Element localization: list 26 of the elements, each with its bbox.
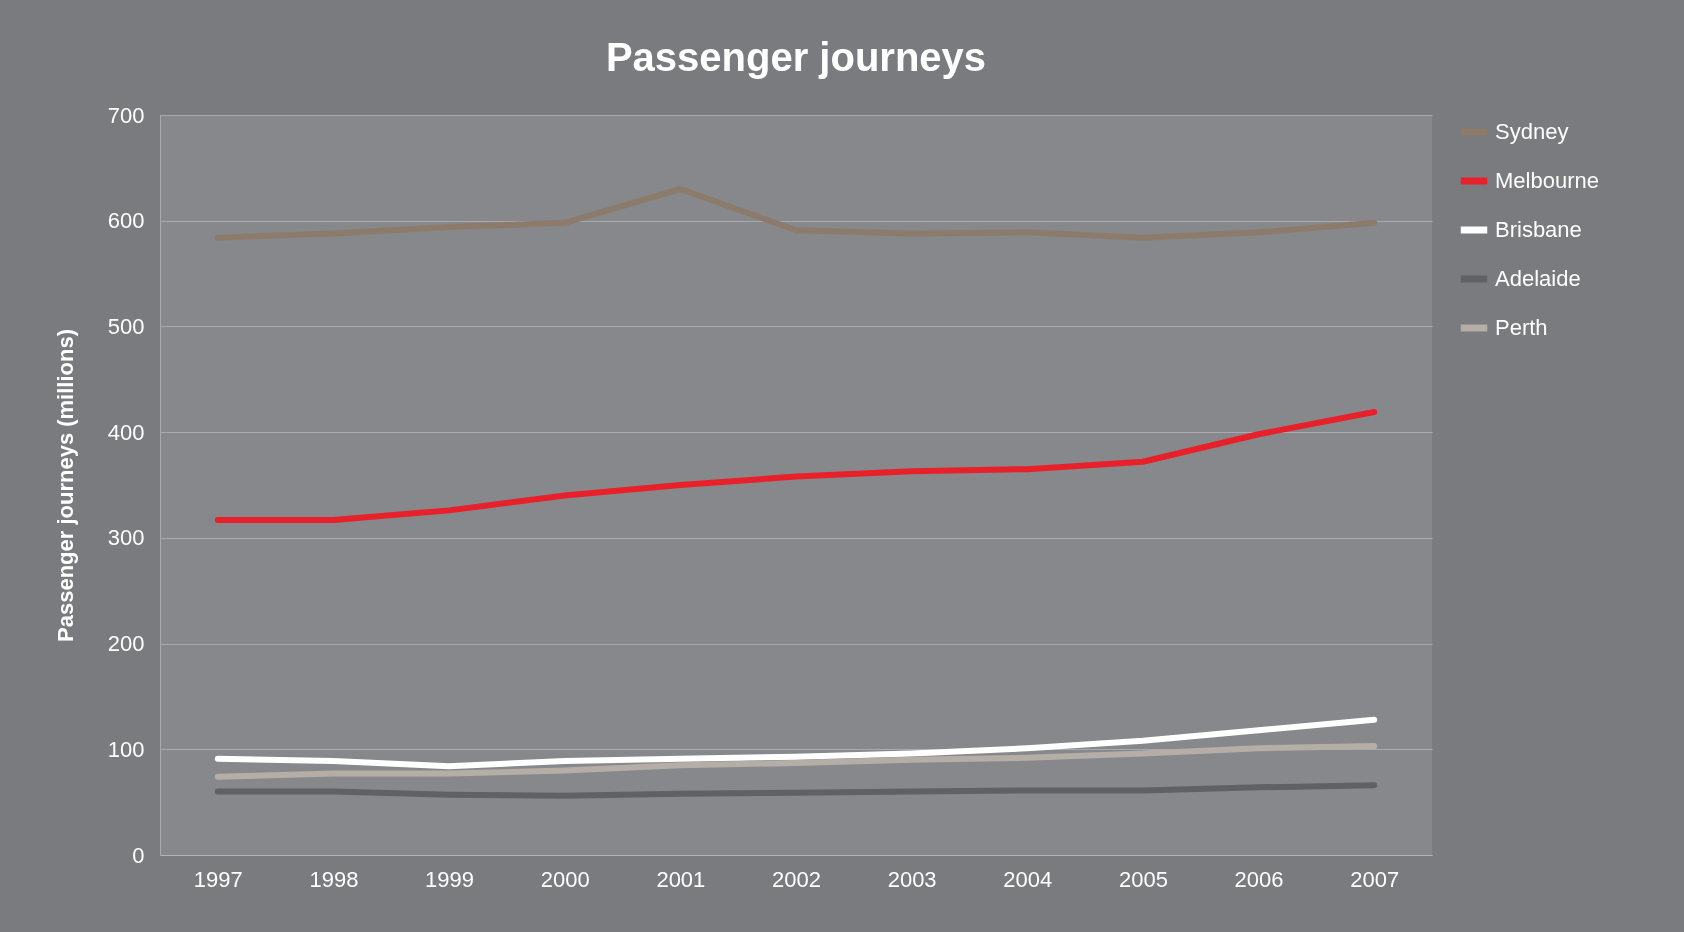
legend-label: Melbourne [1495, 168, 1599, 193]
x-tick-label: 2001 [656, 866, 706, 892]
y-axis-title: Passenger journeys (millions) [52, 329, 78, 642]
y-tick-label: 300 [107, 525, 145, 551]
y-tick-label: 0 [132, 842, 145, 868]
y-tick-label: 200 [107, 631, 145, 657]
x-tick-label: 2004 [1003, 866, 1053, 892]
x-tick-label: 2003 [887, 866, 937, 892]
y-tick-label: 700 [107, 102, 145, 128]
y-tick-label: 600 [107, 208, 145, 234]
legend-label: Adelaide [1495, 266, 1581, 291]
x-tick-label: 2007 [1350, 866, 1400, 892]
x-tick-label: 1998 [309, 866, 359, 892]
x-tick-label: 2005 [1118, 866, 1168, 892]
x-tick-label: 1999 [425, 866, 475, 892]
y-tick-label: 100 [107, 736, 145, 762]
legend-label: Sydney [1495, 119, 1569, 144]
y-tick-label: 500 [107, 313, 145, 339]
legend-label: Perth [1495, 315, 1548, 340]
x-tick-label: 2006 [1234, 866, 1284, 892]
x-tick-label: 2002 [772, 866, 821, 892]
y-tick-label: 400 [107, 419, 145, 445]
x-tick-label: 2000 [540, 866, 590, 892]
legend-label: Brisbane [1495, 217, 1582, 242]
x-tick-label: 1997 [193, 866, 243, 892]
chart-title: Passenger journeys [605, 35, 987, 79]
